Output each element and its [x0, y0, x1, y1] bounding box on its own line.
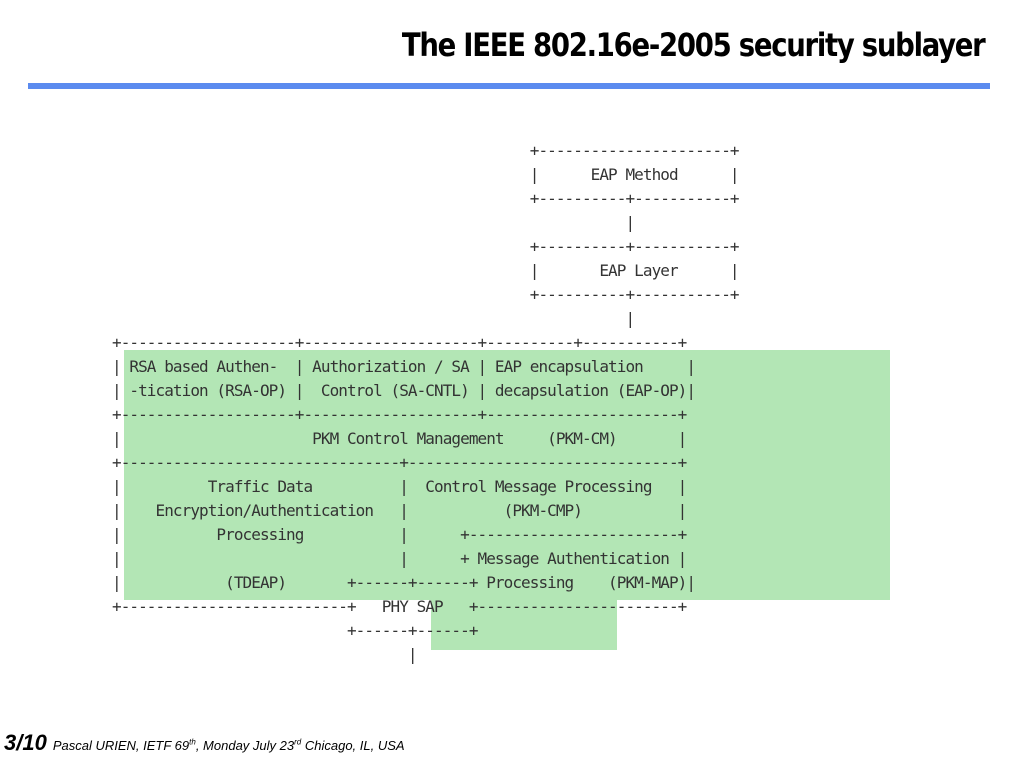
security-sublayer-highlight: [124, 350, 890, 600]
diagram-line: +--------------------------------+------…: [112, 453, 687, 472]
diagram-line: | -tication (RSA-OP) | Control (SA-CNTL)…: [112, 381, 696, 400]
diagram-line: +--------------------+------------------…: [112, 405, 687, 424]
diagram-line: |: [112, 309, 635, 328]
slide-title: The IEEE 802.16e-2005 security sublayer: [401, 26, 985, 64]
diagram-line: +------+------+: [112, 621, 478, 640]
diagram-line: +----------------------+: [112, 141, 740, 160]
protocol-stack-diagram: +----------------------+ | EAP Method | …: [112, 139, 740, 667]
diagram-line: |: [112, 645, 418, 664]
diagram-line: | EAP Method |: [112, 165, 740, 184]
diagram-line: | Processing | +------------------------…: [112, 525, 687, 544]
diagram-line: | RSA based Authen- | Authorization / SA…: [112, 357, 696, 376]
diagram-line: | (TDEAP) +------+------+ Processing (PK…: [112, 573, 696, 592]
diagram-line: +--------------------------+ PHY SAP +--…: [112, 597, 687, 616]
phy-sap-highlight: [431, 598, 617, 650]
diagram-line: | EAP Layer |: [112, 261, 740, 280]
diagram-line: +----------+-----------+: [112, 285, 740, 304]
diagram-line: +--------------------+------------------…: [112, 333, 687, 352]
title-underline: [28, 83, 990, 89]
diagram-line: | | + Message Authentication |: [112, 549, 687, 568]
diagram-line: | Traffic Data | Control Message Process…: [112, 477, 687, 496]
diagram-line: |: [112, 213, 635, 232]
diagram-line: | PKM Control Management (PKM-CM) |: [112, 429, 687, 448]
diagram-line: +----------+-----------+: [112, 189, 740, 208]
footer-caption: Pascal URIEN, IETF 69th, Monday July 23r…: [52, 737, 405, 753]
page-number: 3/10: [4, 730, 47, 755]
diagram-line: | Encryption/Authentication | (PKM-CMP) …: [112, 501, 687, 520]
slide-footer: 3/10 Pascal URIEN, IETF 69th, Monday July…: [4, 730, 405, 756]
diagram-line: +----------+-----------+: [112, 237, 740, 256]
